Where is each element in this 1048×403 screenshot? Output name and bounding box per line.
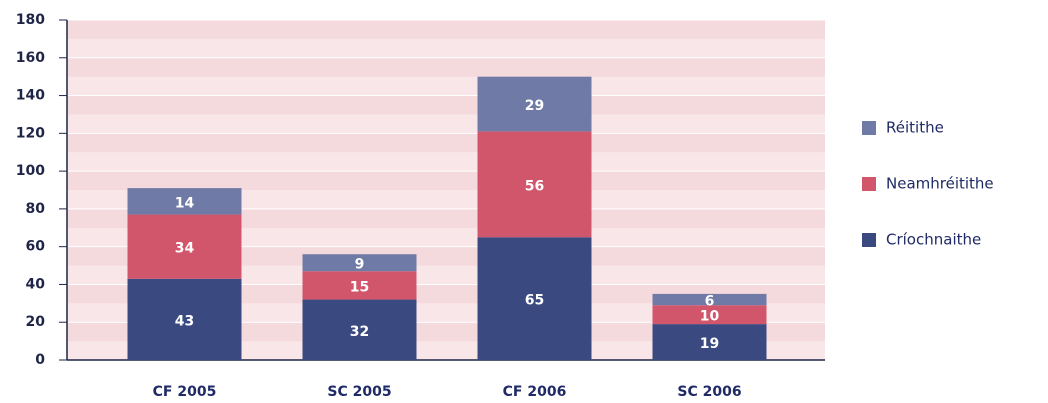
- value-label: 15: [350, 279, 369, 295]
- y-tick-label: 160: [16, 50, 45, 66]
- band: [67, 114, 825, 134]
- y-tick-label: 180: [16, 12, 45, 28]
- value-label: 43: [175, 313, 194, 329]
- value-label: 19: [700, 336, 719, 352]
- band: [67, 76, 825, 96]
- y-tick-label: 80: [26, 201, 46, 217]
- value-label: 14: [175, 195, 195, 211]
- y-tick-label: 40: [26, 276, 46, 292]
- legend-label: Críochnaithe: [886, 231, 981, 249]
- value-label: 65: [525, 293, 544, 309]
- band: [67, 152, 825, 172]
- legend-swatch: [862, 121, 876, 135]
- y-tick-label: 0: [35, 352, 45, 368]
- bar-segment: [302, 271, 417, 300]
- band: [67, 227, 825, 247]
- legend-swatch: [862, 177, 876, 191]
- y-tick-label: 140: [16, 88, 45, 104]
- bar-segment: [477, 131, 592, 238]
- bar-segment: [652, 293, 767, 306]
- bar-segment: [302, 254, 417, 272]
- y-tick-label: 100: [16, 163, 45, 179]
- bar-segment: [477, 76, 592, 132]
- y-tick-label: 120: [16, 125, 45, 141]
- legend-label: Réitithe: [886, 119, 944, 137]
- value-label: 32: [350, 324, 369, 340]
- band: [67, 38, 825, 58]
- legend-label: Neamhréitithe: [886, 175, 994, 193]
- bar-segment: [127, 188, 242, 215]
- bar-segment: [477, 237, 592, 360]
- value-label: 10: [700, 309, 720, 325]
- bar-segment: [652, 324, 767, 360]
- band: [67, 303, 825, 323]
- value-label: 56: [525, 178, 544, 194]
- x-tick-label: CF 2006: [503, 384, 567, 400]
- y-tick-label: 60: [26, 239, 46, 255]
- bar-segment: [127, 278, 242, 360]
- bar-segment: [127, 214, 242, 279]
- x-tick-label: SC 2006: [677, 384, 741, 400]
- bar-segment: [652, 305, 767, 325]
- y-tick-label: 20: [26, 314, 46, 330]
- value-label: 29: [525, 98, 544, 114]
- bar-segment: [302, 299, 417, 360]
- x-tick-label: CF 2005: [153, 384, 217, 400]
- legend-swatch: [862, 233, 876, 247]
- band: [67, 265, 825, 285]
- band: [67, 341, 825, 360]
- value-label: 6: [705, 294, 715, 310]
- value-label: 9: [355, 257, 365, 273]
- x-tick-label: SC 2005: [327, 384, 391, 400]
- value-label: 34: [175, 241, 195, 257]
- band: [67, 190, 825, 209]
